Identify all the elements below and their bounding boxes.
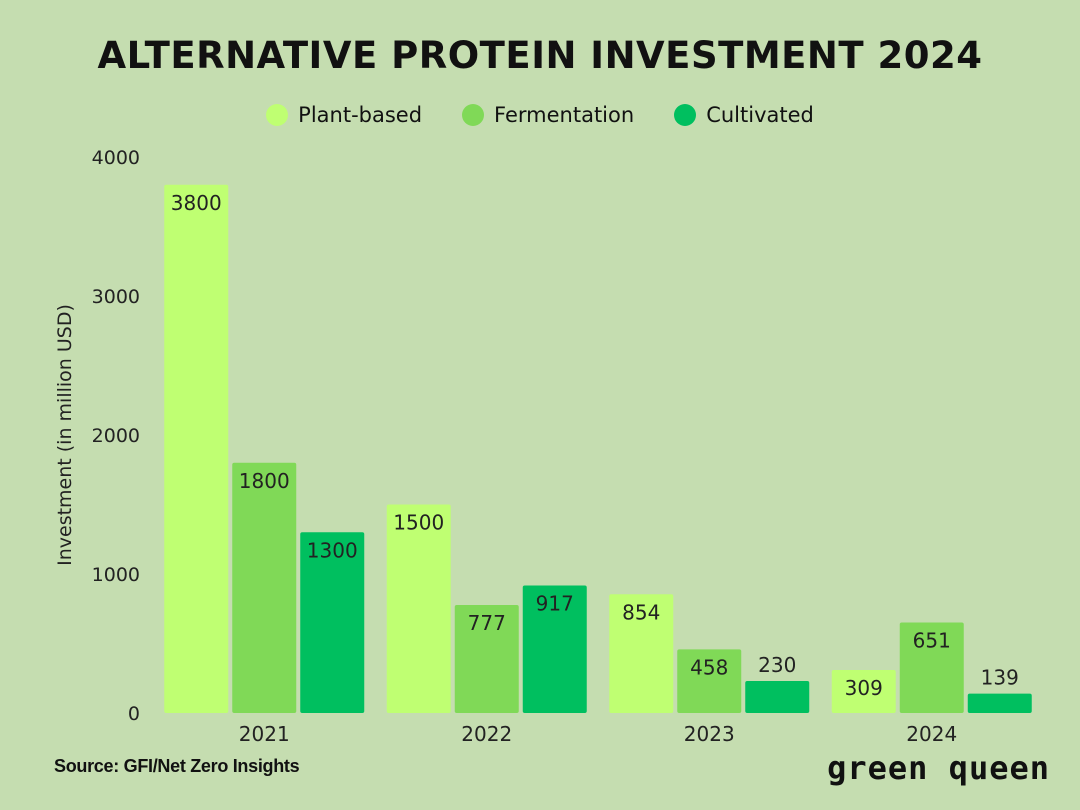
bar-cultivated-2023 [745, 681, 810, 713]
legend-label-cultivated: Cultivated [706, 103, 814, 127]
legend-label-plant-based: Plant-based [298, 103, 423, 127]
bar-plant-based-2021 [164, 184, 229, 714]
bar-plant-based-2024 [831, 670, 896, 713]
data-label: 139 [981, 666, 1019, 690]
x-tick-label: 2022 [461, 722, 512, 746]
y-tick-label: 3000 [92, 286, 140, 308]
x-tick-label: 2023 [684, 722, 735, 746]
bar-cultivated-2022 [522, 585, 587, 713]
bar-plant-based-2023 [609, 594, 674, 713]
bar-fermentation-2024 [899, 622, 964, 713]
brand-logo: green queen [827, 749, 1050, 787]
bar-cultivated-2021 [300, 532, 365, 713]
chart-title: ALTERNATIVE PROTEIN INVESTMENT 2024 [97, 34, 983, 77]
legend-swatch-plant-based [266, 104, 289, 126]
source-note: Source: GFI/Net Zero Insights [54, 756, 300, 776]
data-label: 1500 [393, 511, 444, 535]
data-label: 917 [536, 592, 574, 616]
data-label: 458 [690, 655, 728, 679]
y-tick-label: 2000 [92, 425, 140, 447]
legend-swatch-fermentation [462, 104, 485, 126]
y-axis-label: Investment (in million USD) [54, 304, 76, 566]
y-tick-label: 4000 [92, 147, 140, 169]
data-label: 230 [758, 653, 796, 677]
bar-fermentation-2023 [677, 649, 742, 713]
legend-label-fermentation: Fermentation [494, 103, 635, 127]
y-tick-label: 0 [128, 703, 140, 725]
bar-fermentation-2021 [232, 462, 297, 713]
data-label: 3800 [171, 191, 222, 215]
data-label: 651 [913, 629, 951, 653]
bar-fermentation-2022 [454, 604, 519, 713]
y-tick-label: 1000 [92, 564, 140, 586]
x-tick-label: 2021 [239, 722, 290, 746]
bar-cultivated-2024 [967, 693, 1032, 713]
data-label: 1300 [307, 538, 358, 562]
data-label: 309 [845, 676, 883, 700]
legend-item-plant-based: Plant-based [266, 103, 422, 127]
legend: Plant-based Fermentation Cultivated [0, 103, 1080, 127]
legend-swatch-cultivated [674, 104, 697, 126]
data-label: 777 [468, 611, 506, 635]
data-label: 1800 [239, 469, 290, 493]
data-label: 854 [622, 600, 660, 624]
legend-item-fermentation: Fermentation [462, 103, 634, 127]
legend-item-cultivated: Cultivated [674, 103, 814, 127]
bar-plant-based-2022 [386, 504, 451, 713]
x-tick-label: 2024 [906, 722, 957, 746]
